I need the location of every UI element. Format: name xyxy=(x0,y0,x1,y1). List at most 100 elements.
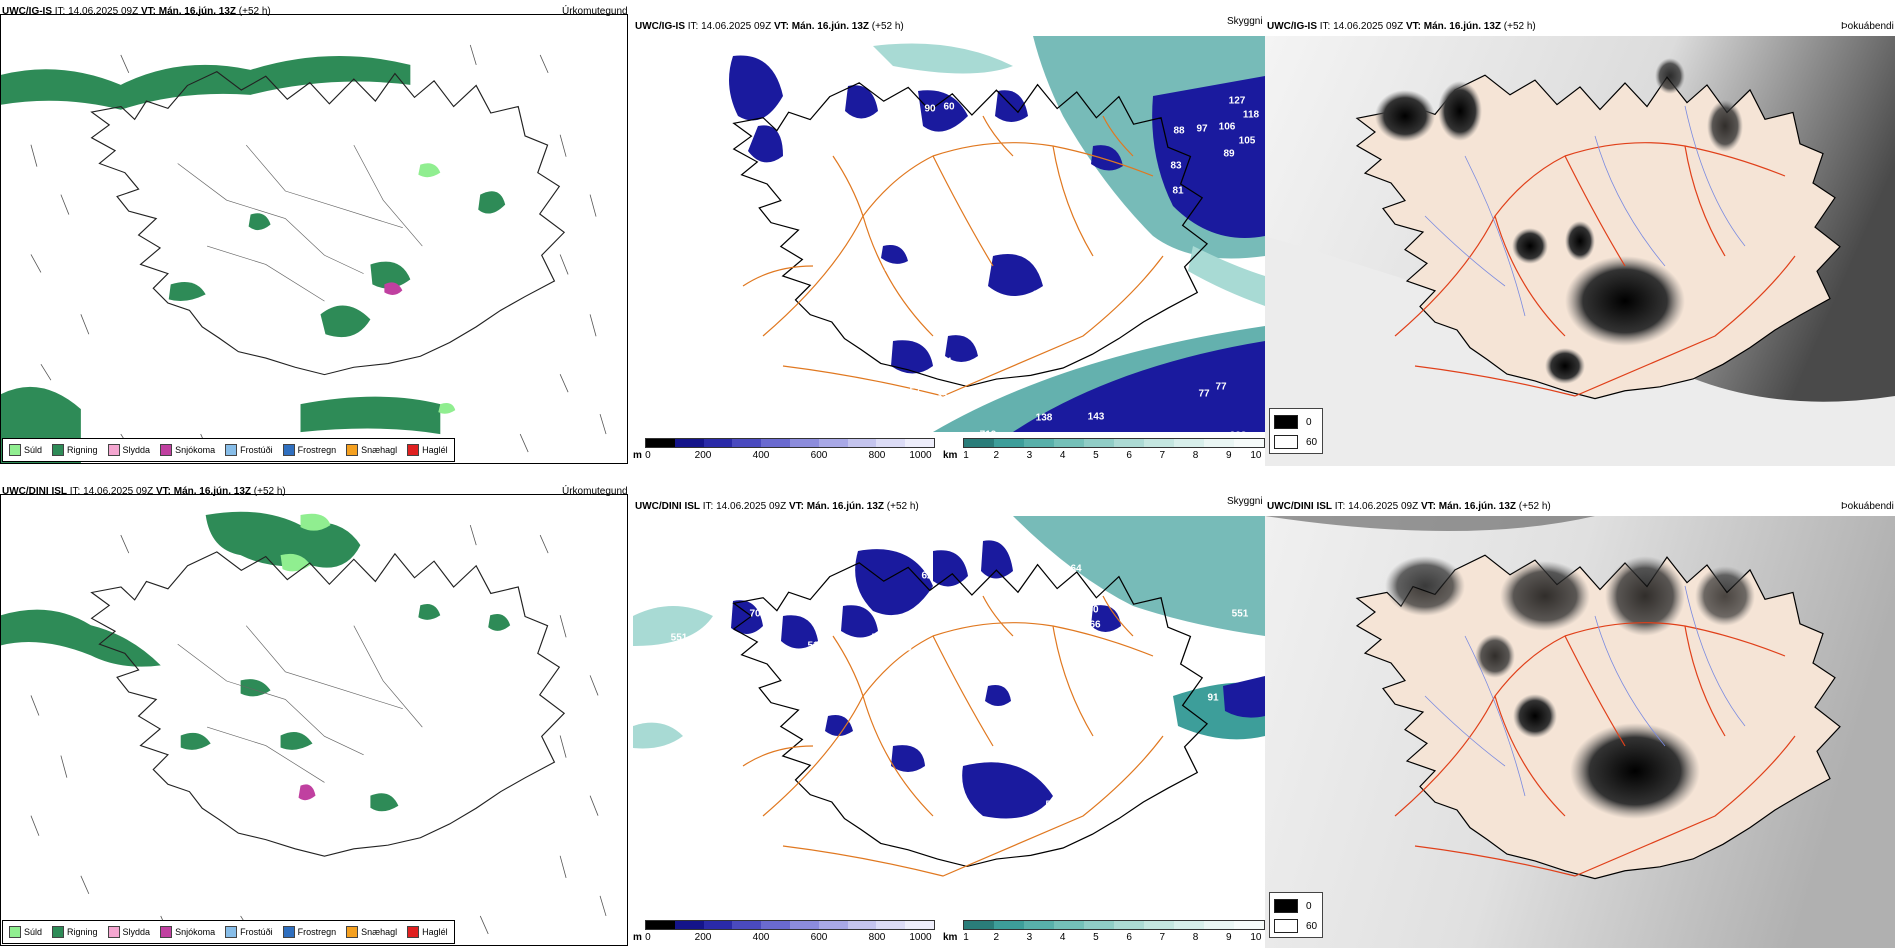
cloud-panel-bottom: UWC/DINI ISL IT: 14.06.2025 09Z VT: Mán.… xyxy=(633,480,1265,948)
lead-time: (+52 h) xyxy=(1518,501,1551,512)
precip-legend: Súld Rigning Slydda Snjókoma Frostúði Fr… xyxy=(2,920,455,944)
legend-label: 60 xyxy=(1306,436,1318,448)
tick: 8 xyxy=(1192,450,1199,461)
legend-item: 60 xyxy=(1274,919,1317,933)
legend-item: Snjókoma xyxy=(160,926,215,938)
legend-item: Frostúði xyxy=(225,444,273,456)
legend-item: Frostúði xyxy=(225,926,273,938)
panel-title: UWC/IG-IS IT: 14.06.2025 09Z VT: Mán. 16… xyxy=(635,21,904,32)
fog-map[interactable] xyxy=(1265,516,1895,948)
legend-label: 0 xyxy=(1306,900,1312,912)
valid-time: VT: Mán. 16.jún. 13Z xyxy=(155,486,251,497)
legend-label: Súld xyxy=(24,927,43,937)
tick: 10 xyxy=(1250,932,1262,943)
tick: 1 xyxy=(963,932,969,943)
swatch-hail xyxy=(407,444,420,456)
valid-time: VT: Mán. 16.jún. 13Z xyxy=(140,6,236,17)
swatch-freezing-rain xyxy=(282,926,295,938)
swatch-freezing-rain xyxy=(282,444,295,456)
legend-label: Frostúði xyxy=(240,927,273,937)
legend-label: Rigning xyxy=(67,445,98,455)
panel-title: UWC/IG-IS IT: 14.06.2025 09Z VT: Mán. 16… xyxy=(1267,21,1536,32)
tick: 600 xyxy=(810,932,828,943)
model-name: UWC/DINI ISL xyxy=(2,486,67,497)
swatch-fog-60 xyxy=(1274,435,1298,449)
legend-item: Haglél xyxy=(407,444,448,456)
field-label: Skyggni xyxy=(1227,16,1263,27)
colorbar-strip xyxy=(963,920,1265,930)
panel-title: UWC/DINI ISL IT: 14.06.2025 09Z VT: Mán.… xyxy=(1267,501,1551,512)
model-name: UWC/DINI ISL xyxy=(1267,501,1332,512)
tick: 1 xyxy=(963,450,969,461)
valid-time: VT: Mán. 16.jún. 13Z xyxy=(1420,501,1516,512)
init-time: IT: 14.06.2025 09Z xyxy=(687,21,772,32)
lead-time: (+52 h) xyxy=(253,486,286,497)
tick: 9 xyxy=(1225,450,1232,461)
tick: 4 xyxy=(1059,450,1066,461)
swatch-hail xyxy=(407,926,420,938)
legend-item: 60 xyxy=(1274,435,1317,449)
legend-label: Súld xyxy=(24,445,43,455)
legend-label: Snæhagl xyxy=(361,445,398,455)
tick: 6 xyxy=(1126,932,1132,943)
legend-label: 0 xyxy=(1306,416,1312,428)
precip-panel-top: UWC/IG-IS IT: 14.06.2025 09Z VT: Mán. 16… xyxy=(0,0,633,466)
colorbar-unit: m xyxy=(633,932,642,943)
tick: 5 xyxy=(1093,932,1099,943)
swatch-sleet xyxy=(107,444,120,456)
legend-item: Frostregn xyxy=(282,444,337,456)
swatch-freezing-drizzle xyxy=(225,926,238,938)
tick: 200 xyxy=(694,450,712,461)
field-label: Úrkomutegund xyxy=(562,486,628,497)
tick: 5 xyxy=(1093,450,1099,461)
precip-map[interactable] xyxy=(1,15,628,464)
precip-map[interactable] xyxy=(1,495,628,946)
cloud-map[interactable] xyxy=(633,36,1265,432)
cloud-map[interactable] xyxy=(633,516,1265,914)
model-name: UWC/IG-IS xyxy=(2,6,52,17)
fog-map[interactable] xyxy=(1265,36,1895,466)
legend-label: Slydda xyxy=(122,445,151,455)
tick: 400 xyxy=(752,932,770,943)
tick: 800 xyxy=(868,932,886,943)
init-time: IT: 14.06.2025 09Z xyxy=(69,486,154,497)
legend-label: Snæhagl xyxy=(361,927,398,937)
swatch-snow xyxy=(160,444,173,456)
lead-time: (+52 h) xyxy=(1503,21,1536,32)
model-name: UWC/IG-IS xyxy=(635,21,685,32)
legend-label: 60 xyxy=(1306,920,1318,932)
tick: 7 xyxy=(1159,932,1166,943)
init-time: IT: 14.06.2025 09Z xyxy=(54,6,139,17)
legend-label: Frostregn xyxy=(297,445,337,455)
swatch-rain xyxy=(52,926,65,938)
lead-time: (+52 h) xyxy=(886,501,919,512)
cloud-base-colorbar: m 0 200 400 600 800 1000 xyxy=(633,436,935,464)
swatch-graupel xyxy=(346,926,359,938)
legend-label: Haglél xyxy=(422,445,448,455)
legend-item: Slydda xyxy=(107,926,150,938)
legend-label: Frostúði xyxy=(240,445,273,455)
legend-item: 0 xyxy=(1274,899,1312,913)
tick: 800 xyxy=(868,450,886,461)
panel-title: UWC/DINI ISL IT: 14.06.2025 09Z VT: Mán.… xyxy=(635,501,919,512)
lead-time: (+52 h) xyxy=(238,6,271,17)
model-name: UWC/IG-IS xyxy=(1267,21,1317,32)
legend-item: Slydda xyxy=(107,444,151,456)
colorbar-strip xyxy=(963,438,1265,448)
precip-legend: Súld Rigning Slydda Snjókoma Frostúði Fr… xyxy=(2,438,455,462)
colorbar-strip xyxy=(645,438,935,448)
tick: 200 xyxy=(694,932,712,943)
legend-item: Rigning xyxy=(52,444,98,456)
swatch-fog-0 xyxy=(1274,415,1298,429)
valid-time: VT: Mán. 16.jún. 13Z xyxy=(1405,21,1501,32)
legend-item: Súld xyxy=(9,444,42,456)
tick: 3 xyxy=(1026,450,1033,461)
cloud-base-colorbar: m 0 200 400 600 800 1000 xyxy=(633,918,935,946)
legend-item: Snæhagl xyxy=(346,926,397,938)
legend-item: Frostregn xyxy=(282,926,336,938)
colorbar-unit: km xyxy=(943,450,958,461)
tick: 1000 xyxy=(909,450,932,461)
tick: 4 xyxy=(1059,932,1066,943)
tick: 9 xyxy=(1225,932,1232,943)
fog-legend: 0 60 xyxy=(1269,408,1323,454)
